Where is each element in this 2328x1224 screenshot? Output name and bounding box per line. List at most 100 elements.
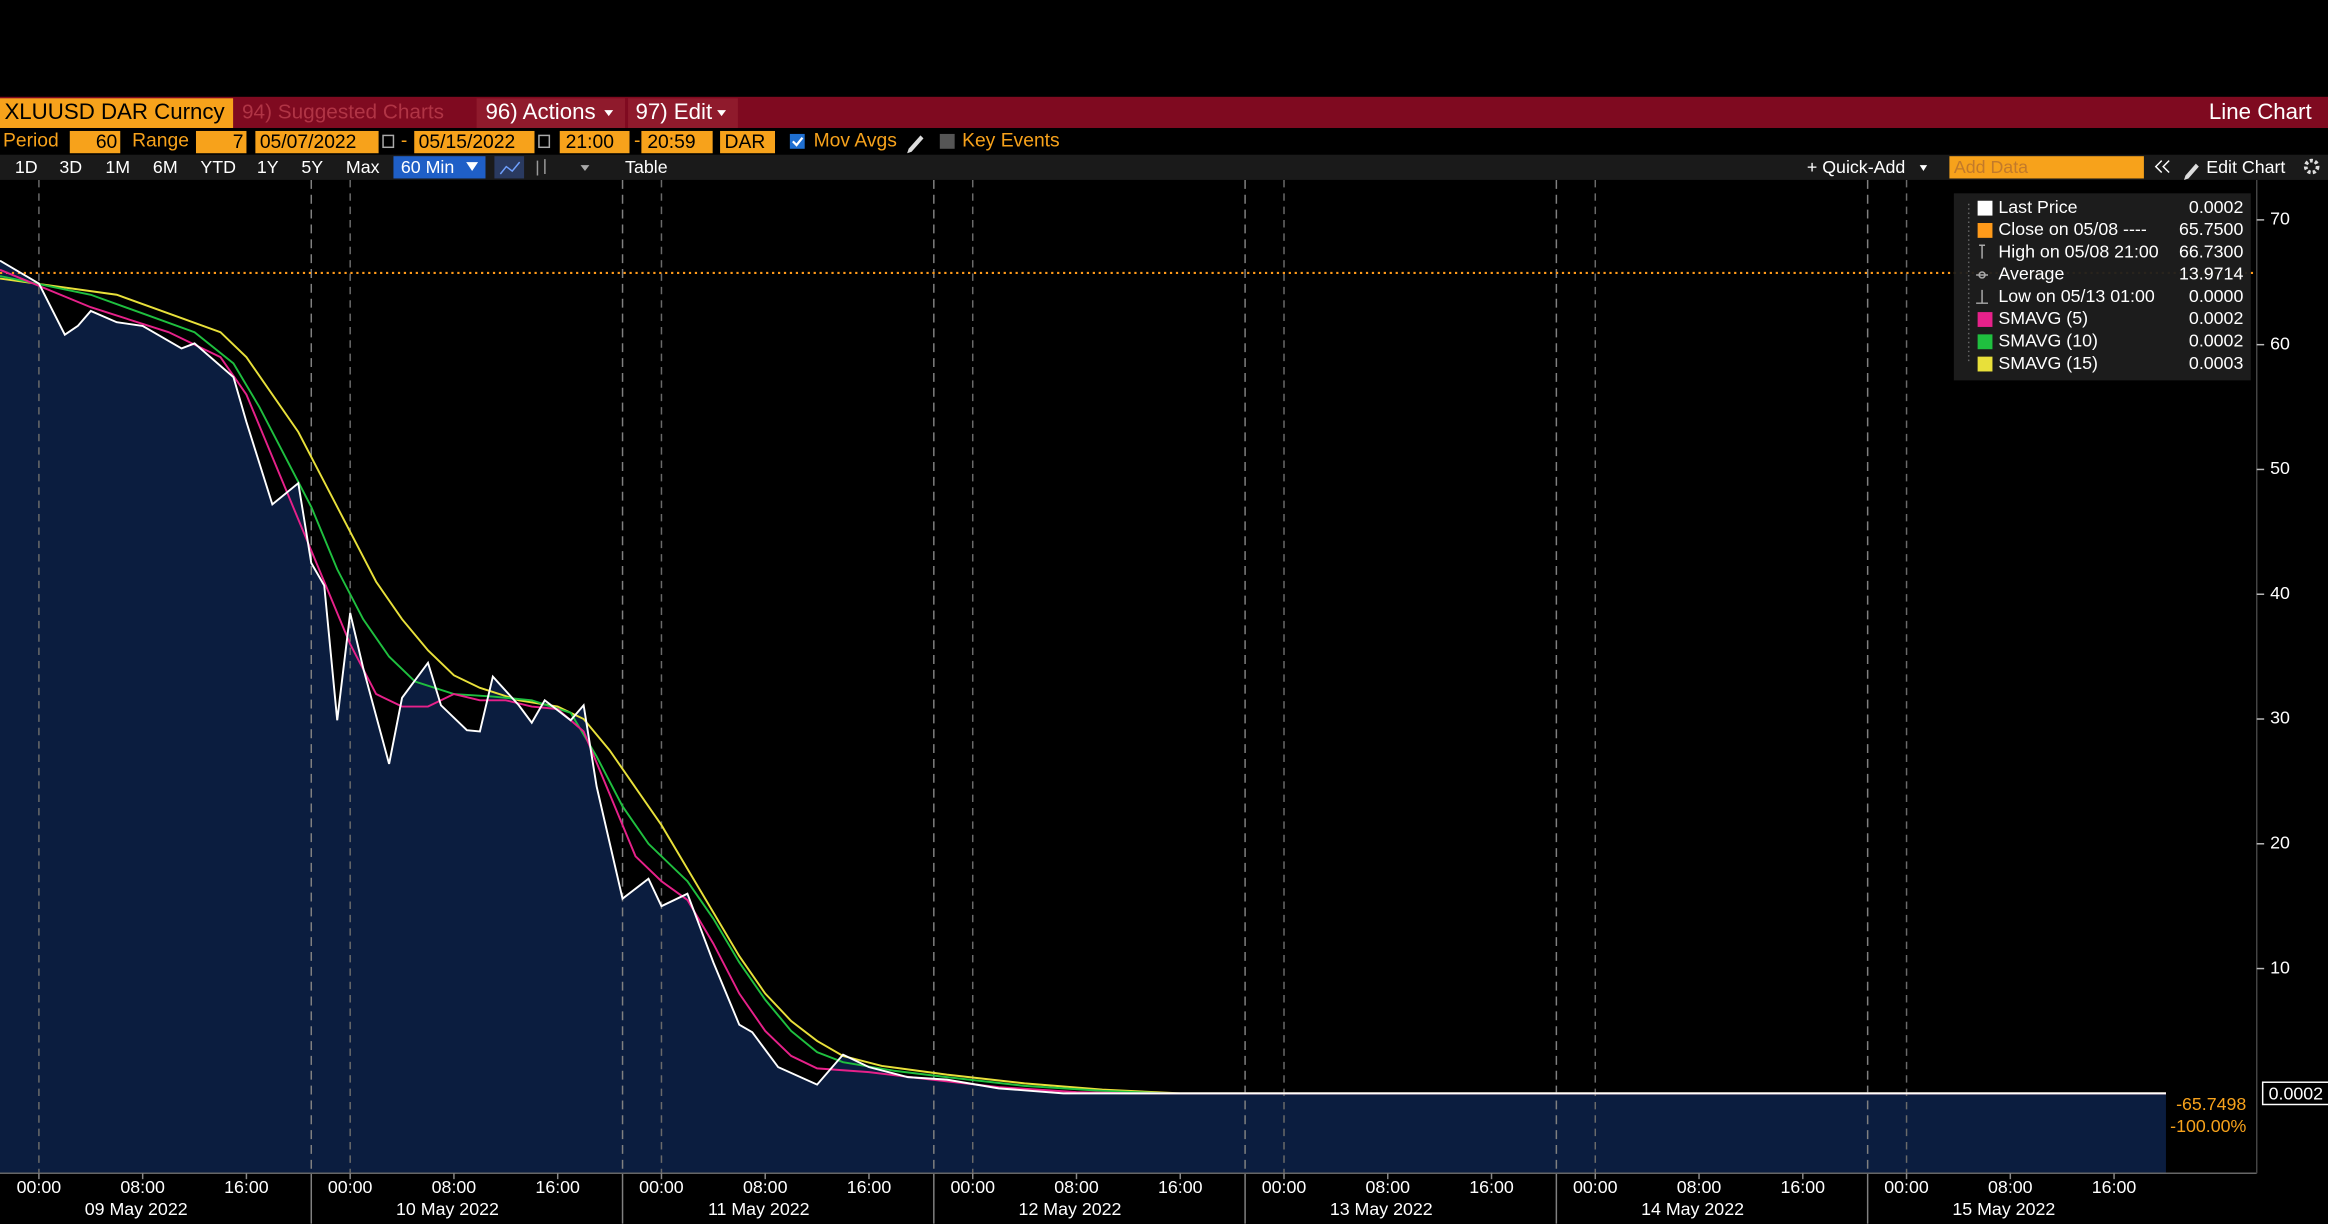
- add-data[interactable]: Add Data: [1954, 157, 2028, 177]
- check-icon: [792, 136, 804, 147]
- dropdown-icon[interactable]: [580, 165, 590, 172]
- legend-value: 0.0000: [2189, 286, 2244, 306]
- separator: -: [401, 130, 407, 151]
- interval-box[interactable]: [393, 156, 486, 179]
- period[interactable]: 60: [96, 132, 117, 153]
- period-button[interactable]: 1Y: [257, 157, 279, 177]
- x-tick-label: 16:00: [1781, 1177, 1826, 1197]
- pct-change: -100.00%: [2170, 1116, 2246, 1136]
- x-tick-label: 16:00: [535, 1177, 580, 1197]
- mov-avgs-checkbox[interactable]: [789, 133, 805, 149]
- edit[interactable]: 97) Edit: [635, 99, 713, 124]
- dropdown-icon: [466, 162, 479, 172]
- x-tick-label: 16:00: [1469, 1177, 1514, 1197]
- table-button[interactable]: Table: [625, 157, 668, 177]
- pencil-icon: [2183, 163, 2199, 180]
- x-tick-label: 00:00: [639, 1177, 684, 1197]
- actions-button[interactable]: [476, 98, 626, 128]
- edit-chart[interactable]: Edit Chart: [2206, 157, 2285, 177]
- period-box[interactable]: [69, 130, 121, 154]
- period-button[interactable]: 3D: [59, 157, 82, 177]
- end-date-box[interactable]: [414, 130, 535, 154]
- toolbar: [0, 154, 2328, 180]
- x-date-label: 10 May 2022: [396, 1199, 499, 1219]
- period-button[interactable]: YTD: [200, 157, 236, 177]
- mov-avgs[interactable]: Mov Avgs: [814, 130, 897, 151]
- actions[interactable]: 96) Actions: [485, 99, 595, 124]
- period-button[interactable]: Max: [346, 157, 380, 177]
- legend-label: SMAVG (15): [1998, 353, 2098, 373]
- security[interactable]: XLUUSD DAR Curncy: [4, 99, 225, 124]
- range-box[interactable]: [195, 130, 247, 154]
- security-box[interactable]: [0, 98, 234, 128]
- suggested-charts[interactable]: 94) Suggested Charts: [242, 101, 444, 124]
- plot-area: 09 May 2022 10 May 2022 11 May 2022 12 May …: [0, 179, 2328, 1224]
- end-date[interactable]: 05/15/2022: [419, 132, 516, 153]
- dropdown-icon: [717, 110, 727, 117]
- start-date-box[interactable]: [255, 130, 379, 154]
- calendar-icon[interactable]: [382, 134, 395, 149]
- line-icon: [499, 161, 521, 175]
- calendar-box[interactable]: [720, 130, 776, 154]
- period-button[interactable]: 1M: [105, 157, 130, 177]
- quick-add[interactable]: + Quick-Add: [1807, 157, 1905, 177]
- x-tick-label: 08:00: [1054, 1177, 1099, 1197]
- y-tick-label: 50: [2270, 458, 2290, 478]
- interval[interactable]: 60 Min: [401, 157, 454, 177]
- x-tick-label: 00:00: [1262, 1177, 1307, 1197]
- legend-symbol: [1976, 289, 1989, 304]
- legend-symbol: [1976, 271, 1989, 279]
- calendar-icon[interactable]: [538, 134, 551, 149]
- start-time[interactable]: 21:00: [566, 132, 614, 153]
- legend-label: SMAVG (10): [1998, 330, 2098, 350]
- range[interactable]: 7: [233, 132, 244, 153]
- series-line: [0, 259, 2166, 1095]
- y-tick-label: 70: [2270, 209, 2290, 229]
- separator: -: [634, 130, 640, 151]
- add-data-box[interactable]: [1949, 156, 2144, 179]
- x-date-label: 11 May 2022: [708, 1199, 810, 1219]
- x-tick-label: 16:00: [224, 1177, 269, 1197]
- x-date-label: 15 May 2022: [1952, 1199, 2055, 1219]
- x-tick-label: 08:00: [120, 1177, 165, 1197]
- period-button[interactable]: 6M: [153, 157, 178, 177]
- x-tick-label: 00:00: [1573, 1177, 1618, 1197]
- legend-label: Close on 05/08 ----: [1998, 219, 2146, 239]
- end-time[interactable]: 20:59: [647, 132, 695, 153]
- key-events[interactable]: Key Events: [962, 130, 1060, 151]
- period-button[interactable]: 5Y: [301, 157, 323, 177]
- price-area: [0, 260, 2166, 1174]
- period-buttons: 1D 3D 1M 6M YTD 1Y 5Y Max: [15, 157, 380, 177]
- period-button[interactable]: 1D: [15, 157, 38, 177]
- x-tick-label: 08:00: [743, 1177, 788, 1197]
- calendar[interactable]: DAR: [725, 132, 766, 153]
- line-icon-button[interactable]: [494, 156, 525, 179]
- legend-label: Average: [1998, 264, 2064, 284]
- settings-icon[interactable]: [2303, 158, 2320, 175]
- series-line: [0, 275, 2166, 1095]
- legend-value: 0.0002: [2189, 197, 2243, 217]
- start-date[interactable]: 05/07/2022: [260, 132, 357, 153]
- series-line: [0, 277, 2166, 1095]
- view-label: Line Chart: [2209, 99, 2313, 124]
- y-tick-label: 10: [2270, 957, 2290, 977]
- x-tick-label: 00:00: [17, 1177, 62, 1197]
- legend-value: 13.9714: [2179, 264, 2243, 284]
- legend-swatch: [1977, 200, 1993, 216]
- y-tick-label: 20: [2270, 832, 2290, 852]
- legend-label: Low on 05/13 01:00: [1998, 286, 2154, 306]
- series-line: [0, 268, 2166, 1095]
- x-date-label: 14 May 2022: [1641, 1199, 1744, 1219]
- key-events-checkbox[interactable]: [939, 133, 955, 149]
- end-time-box[interactable]: [641, 130, 713, 154]
- x-tick-label: 08:00: [1988, 1177, 2033, 1197]
- legend-value: 0.0002: [2189, 308, 2243, 328]
- pencil-icon[interactable]: [907, 135, 924, 154]
- legend-value: 0.0002: [2189, 330, 2243, 350]
- start-time-box[interactable]: [559, 130, 630, 154]
- collapse-icon[interactable]: [2154, 160, 2170, 174]
- bar-icon[interactable]: [536, 159, 546, 176]
- legend-label: High on 05/08 21:00: [1998, 241, 2158, 261]
- x-tick-label: 16:00: [847, 1177, 892, 1197]
